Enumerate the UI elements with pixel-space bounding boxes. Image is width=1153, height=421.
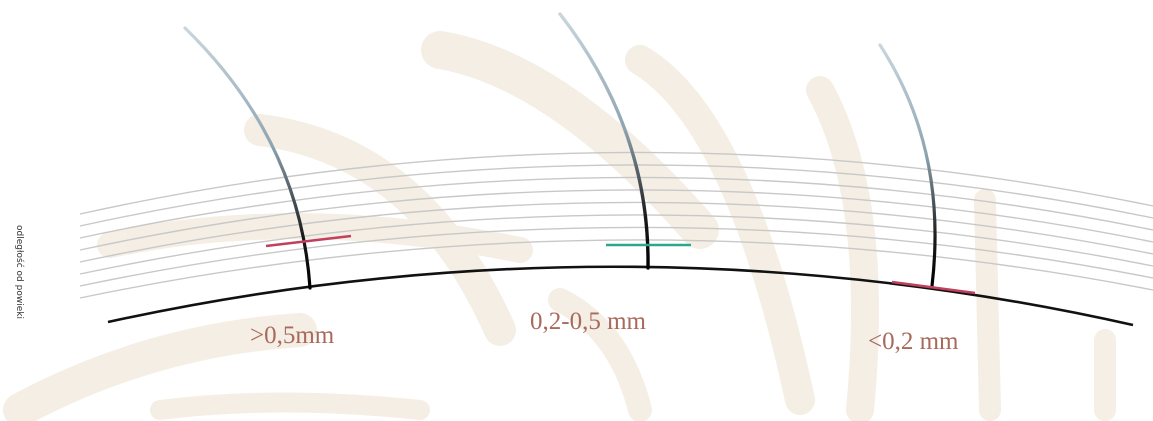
lashes [183,12,937,290]
label: >0,5mm [250,322,335,349]
guide-lines [79,151,1153,299]
marker [891,280,976,295]
marker [265,234,352,248]
side-label: odległość od powieki [14,225,25,319]
label: <0,2 mm [868,328,959,355]
eyelid-line [107,265,1134,327]
label: 0,2-0,5 mm [530,308,647,335]
